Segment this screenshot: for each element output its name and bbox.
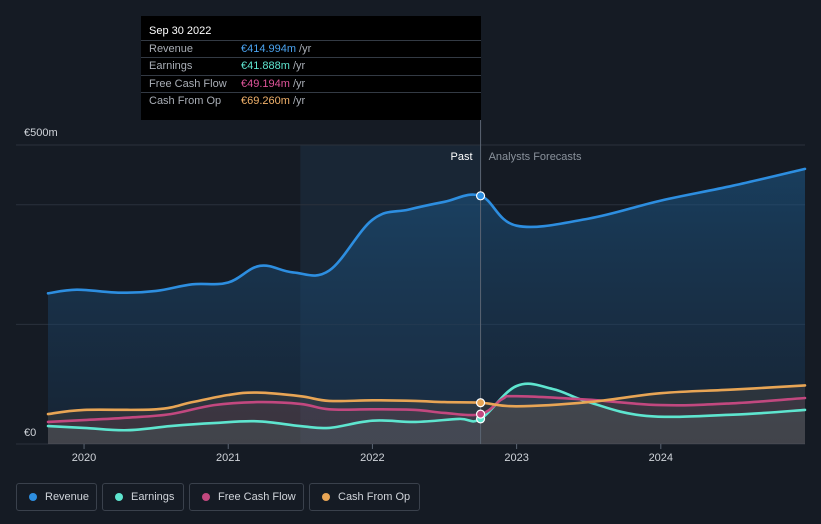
cash-from-op-marker bbox=[475, 398, 486, 408]
cash-from-op-line bbox=[46, 384, 807, 416]
series-lines bbox=[46, 167, 807, 432]
x-tick-label: 2024 bbox=[649, 452, 673, 464]
y-tick-label-zero: €0 bbox=[24, 427, 36, 439]
y-tick-label-top: €500m bbox=[24, 127, 58, 139]
tooltip-value-revenue: €414.994m/yr bbox=[241, 43, 312, 55]
revenue-marker bbox=[475, 191, 486, 201]
legend-label: Cash From Op bbox=[338, 491, 411, 503]
x-axis-ticks: 2020 2021 2022 2023 2024 bbox=[72, 444, 673, 464]
legend-revenue[interactable]: Revenue bbox=[16, 483, 97, 511]
legend-cash-from-op[interactable]: Cash From Op bbox=[309, 483, 420, 511]
legend-earnings[interactable]: Earnings bbox=[102, 483, 184, 511]
tooltip-row-cfo: Cash From Op €69.260m/yr bbox=[141, 92, 481, 110]
tooltip-label: Revenue bbox=[149, 43, 194, 55]
tooltip-value-cfo: €69.260m/yr bbox=[241, 95, 306, 107]
earnings-line bbox=[46, 382, 807, 432]
past-label: Past bbox=[451, 151, 473, 163]
tooltip-label: Free Cash Flow bbox=[149, 78, 227, 90]
y-axis-ticks: €500m €0 bbox=[24, 127, 58, 439]
tooltip: Sep 30 2022 Revenue €414.994m/yr Earning… bbox=[141, 16, 481, 120]
legend-label: Free Cash Flow bbox=[218, 491, 296, 503]
tooltip-value-fcf: €49.194m/yr bbox=[241, 78, 306, 90]
legend-label: Revenue bbox=[45, 491, 90, 503]
free-cash-flow-marker bbox=[475, 409, 486, 419]
tooltip-row-revenue: Revenue €414.994m/yr bbox=[141, 40, 481, 58]
series-areas bbox=[48, 168, 805, 444]
revenue-area bbox=[48, 168, 805, 444]
tooltip-row-earnings: Earnings €41.888m/yr bbox=[141, 57, 481, 75]
x-tick-label: 2023 bbox=[504, 452, 528, 464]
forecast-label: Analysts Forecasts bbox=[489, 151, 582, 163]
tooltip-row-fcf: Free Cash Flow €49.194m/yr bbox=[141, 75, 481, 93]
x-tick-label: 2020 bbox=[72, 452, 96, 464]
x-tick-label: 2022 bbox=[360, 452, 384, 464]
revenue-dot-icon bbox=[29, 493, 37, 501]
x-tick-label: 2021 bbox=[216, 452, 240, 464]
fcf-dot-icon bbox=[202, 493, 210, 501]
tooltip-value-earnings: €41.888m/yr bbox=[241, 60, 306, 72]
series-markers bbox=[475, 191, 486, 424]
tooltip-label: Cash From Op bbox=[149, 95, 222, 107]
revenue-line bbox=[46, 167, 807, 295]
free-cash-flow-area bbox=[48, 396, 805, 444]
free-cash-flow-line bbox=[46, 394, 807, 424]
tooltip-date: Sep 30 2022 bbox=[149, 25, 212, 37]
earnings-dot-icon bbox=[115, 493, 123, 501]
legend-free-cash-flow[interactable]: Free Cash Flow bbox=[189, 483, 304, 511]
tooltip-label: Earnings bbox=[149, 60, 193, 72]
cfo-dot-icon bbox=[322, 493, 330, 501]
legend-label: Earnings bbox=[131, 491, 175, 503]
earnings-area bbox=[48, 383, 805, 444]
